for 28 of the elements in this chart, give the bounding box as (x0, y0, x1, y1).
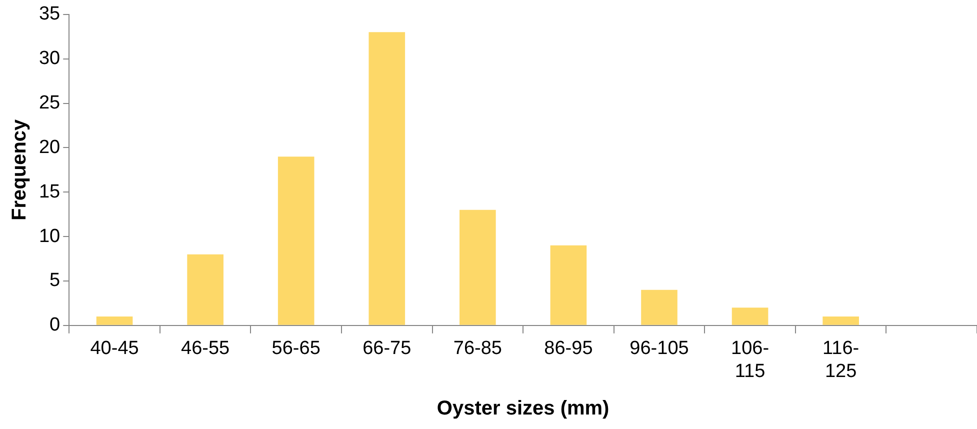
x-tick-label: 106-115 (731, 338, 770, 382)
y-tick-label: 30 (38, 48, 60, 70)
y-tick-label: 15 (38, 181, 60, 202)
bar (96, 316, 133, 325)
x-tick-label: 56-65 (272, 338, 320, 360)
y-tick-label: 0 (50, 314, 60, 336)
bar (187, 254, 224, 325)
bar (368, 32, 406, 325)
x-tick-label: 46-55 (181, 338, 230, 360)
y-tick-label: 25 (38, 92, 60, 114)
x-tick-label: 76-85 (453, 338, 502, 360)
bar (641, 290, 678, 325)
x-tick-label: 86-95 (544, 338, 593, 360)
bar (550, 245, 587, 325)
bar (460, 210, 496, 325)
x-tick-label: 40-45 (90, 338, 139, 360)
y-tick-label: 5 (50, 270, 60, 292)
x-tick-label: 116-125 (822, 338, 860, 382)
x-tick-label: 66-75 (362, 338, 412, 360)
x-tick-label: 96-105 (630, 338, 689, 360)
y-tick-label: 20 (38, 136, 60, 158)
bar (732, 308, 768, 325)
x-axis-title: Oyster sizes (mm) (436, 398, 610, 420)
bar (278, 156, 314, 325)
y-tick-label: 10 (38, 226, 60, 247)
y-axis-title: Frequency (8, 118, 31, 220)
y-tick-label: 35 (38, 4, 60, 25)
bar (822, 316, 859, 325)
